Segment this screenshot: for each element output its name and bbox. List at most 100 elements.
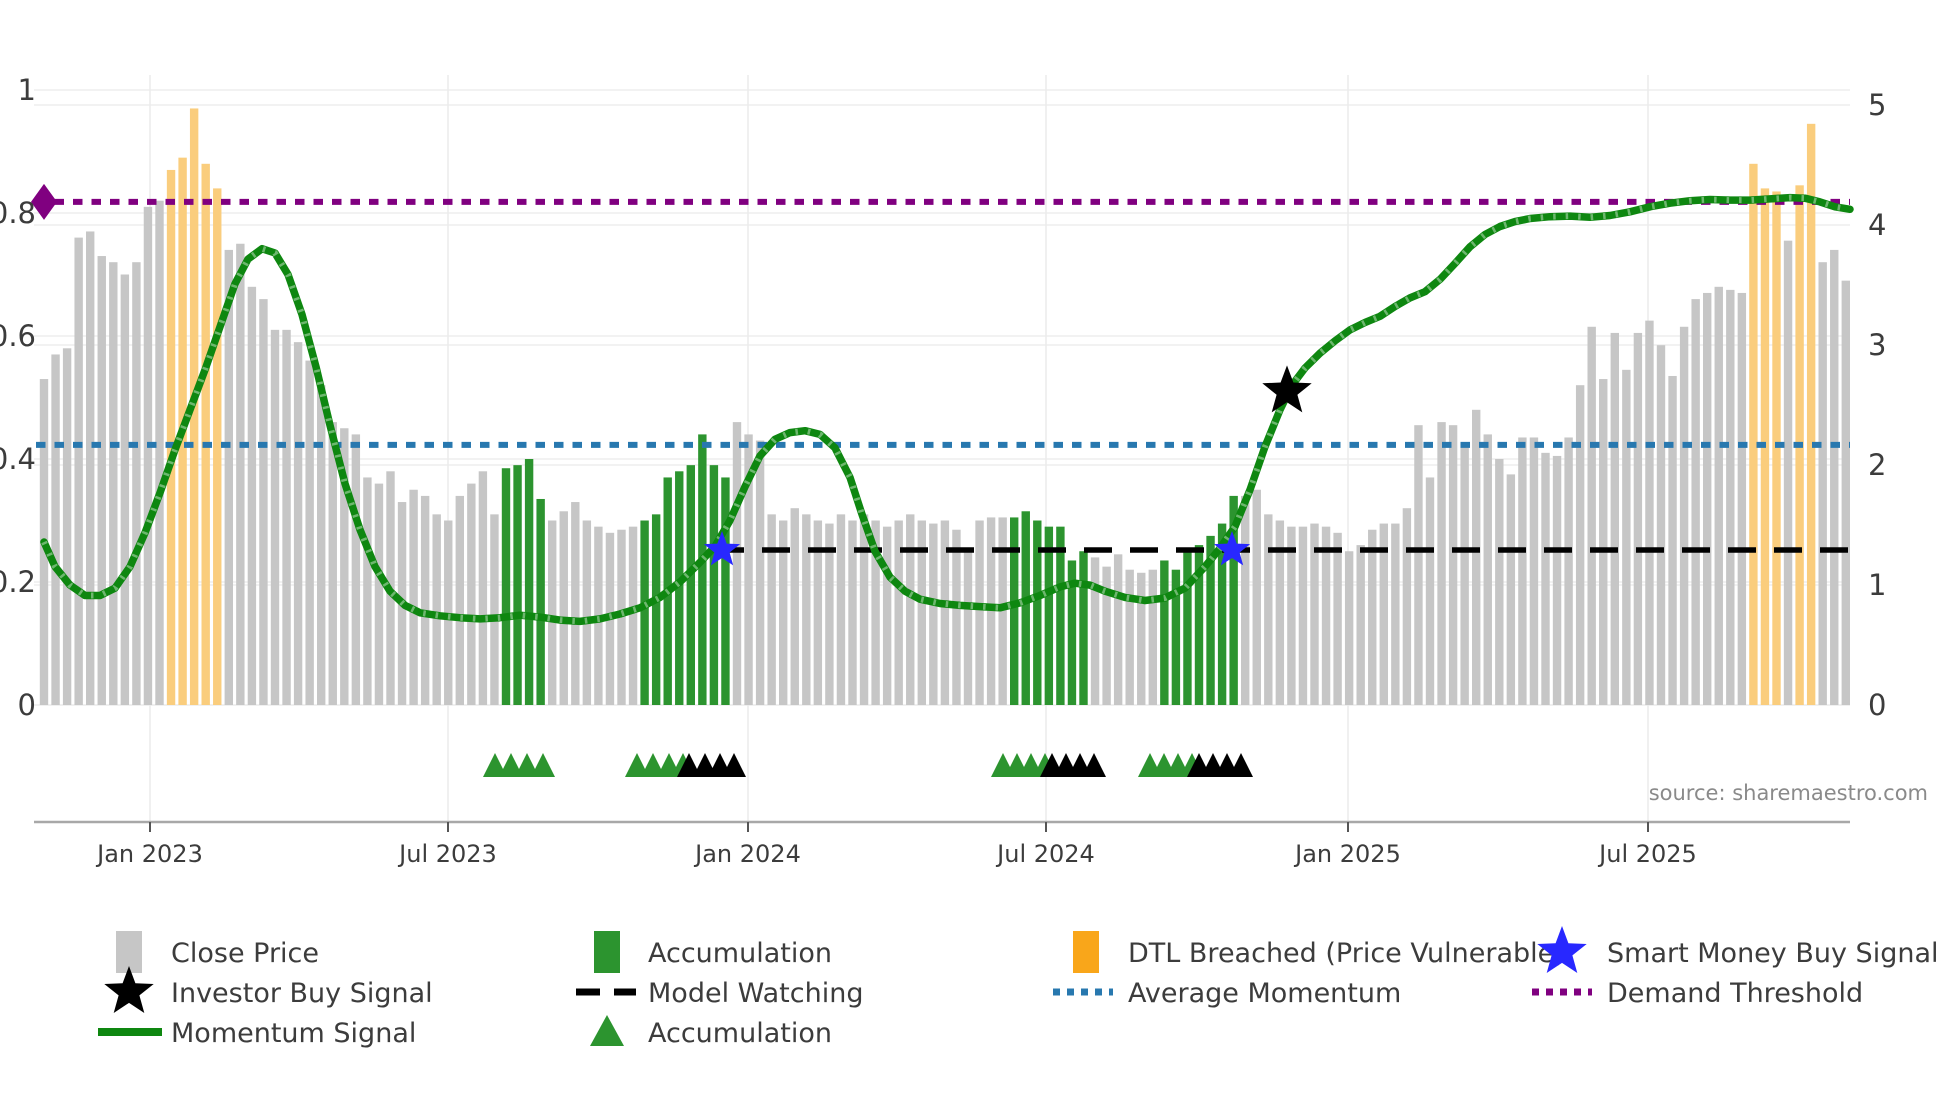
close-price-bar <box>1483 434 1492 705</box>
close-price-bar <box>97 256 106 705</box>
close-price-bar <box>1645 320 1654 705</box>
accumulation-bar <box>1183 548 1192 705</box>
close-price-bar <box>1622 369 1631 705</box>
accumulation-bar <box>640 520 649 705</box>
close-price-bar <box>363 477 372 705</box>
close-price-bar <box>859 514 869 705</box>
close-price-bar <box>1391 523 1400 705</box>
accumulation-triangle-marker <box>483 753 507 777</box>
close-price-bar <box>51 354 60 705</box>
close-price-bar <box>813 520 823 705</box>
close-price-bar <box>779 520 788 705</box>
close-price-bar <box>490 514 499 705</box>
smart-money-buy-star <box>1213 531 1251 566</box>
close-price-bar <box>120 274 130 705</box>
close-price-bar <box>802 514 811 705</box>
close-price-bar <box>952 529 961 705</box>
star-icon <box>1537 926 1587 973</box>
accumulation-bar <box>501 468 511 705</box>
triangle-icon <box>590 1015 624 1046</box>
close-price-bar <box>1529 437 1539 705</box>
demand-threshold-diamond-marker <box>31 183 57 220</box>
close-price-bar <box>1552 455 1562 705</box>
close-price-bar <box>455 495 464 705</box>
legend-label: Average Momentum <box>1128 978 1401 1009</box>
accumulation-bar <box>1079 551 1088 705</box>
close-price-bar <box>270 329 280 705</box>
close-price-bar <box>1321 526 1331 705</box>
left-axis-tick-label: 0 <box>18 688 36 722</box>
right-axis-tick-label: 1 <box>1868 568 1886 602</box>
close-price-bar <box>1275 520 1285 705</box>
accumulation-bar <box>1010 517 1019 705</box>
accumulation-bar <box>1160 560 1169 705</box>
black-triangle-marker <box>677 753 701 777</box>
accumulation_bar-swatch-icon <box>594 931 620 973</box>
dtl-breached-bar <box>1772 191 1781 706</box>
x-axis-tick-label: Jul 2024 <box>995 840 1095 868</box>
momentum-signal-path <box>40 193 1854 626</box>
legend-label: Close Price <box>171 938 319 969</box>
legend-label: Momentum Signal <box>171 1018 416 1049</box>
close-price-bar <box>478 471 488 705</box>
close-price-bar <box>1425 477 1435 705</box>
legend-item: Close Price <box>116 931 319 973</box>
legend-label: Demand Threshold <box>1607 978 1863 1009</box>
accumulation-bar <box>721 477 730 705</box>
close-price-bar <box>1541 452 1550 705</box>
close-price-bar <box>825 523 834 705</box>
close-price-bar <box>906 514 915 705</box>
legend-item: Smart Money Buy Signal <box>1537 926 1939 973</box>
dtl-breached-bar <box>213 188 222 705</box>
left-axis-tick-label: 0.6 <box>0 319 36 353</box>
accumulation-bar <box>698 434 707 705</box>
accumulation-triangle-marker <box>499 753 523 777</box>
close-price-bar <box>871 520 880 705</box>
close-price-bar <box>259 299 268 705</box>
close-price-bar <box>432 514 441 705</box>
close-price-bar <box>744 434 753 705</box>
accumulation-bar <box>1171 569 1181 705</box>
close-price-bar <box>143 206 153 705</box>
close-price-bar <box>1737 292 1747 705</box>
close-price-bar <box>1344 551 1354 705</box>
close-price-bar <box>548 520 557 705</box>
close-price-bar <box>1125 569 1134 705</box>
close-price-bar <box>1495 459 1504 705</box>
close-price-bar <box>1368 529 1377 705</box>
close-price-bar <box>1137 572 1146 705</box>
close-price-bar <box>755 440 765 705</box>
dtl-breached-bar <box>201 163 210 706</box>
accumulation-bar <box>513 465 522 705</box>
close-price-bar <box>998 517 1007 705</box>
close-price-bar <box>790 508 799 705</box>
black-triangle-marker <box>722 753 746 777</box>
close-price-bar <box>1679 326 1689 705</box>
legend-label: Model Watching <box>648 978 863 1009</box>
close-price-bar <box>1356 545 1365 705</box>
close-price-bar <box>1668 375 1677 705</box>
close-price-bar <box>1564 437 1573 705</box>
close-price-bar <box>1841 280 1850 705</box>
legend-label: DTL Breached (Price Vulnerable) <box>1128 938 1565 969</box>
close-price-bar <box>282 329 291 705</box>
close-price-bar <box>1783 240 1793 706</box>
close-price-bar <box>1241 495 1250 705</box>
accumulation-bar <box>1033 520 1042 705</box>
accumulation-bar <box>709 465 719 705</box>
accumulation-bar <box>686 465 695 705</box>
legend-label: Accumulation <box>648 938 832 969</box>
close-price-bar <box>882 526 892 705</box>
accumulation-bar <box>1056 526 1065 705</box>
accumulation-bar <box>1067 560 1077 705</box>
legend: Close Price Investor Buy Signal Momentum S… <box>98 926 1939 1049</box>
accumulation-bar <box>1217 523 1227 705</box>
close-price-bar <box>963 551 973 705</box>
accumulation-bar <box>524 459 534 705</box>
legend-label: Accumulation <box>648 1018 832 1049</box>
close-price-bar <box>628 526 638 705</box>
close-price-bar <box>975 520 984 705</box>
accumulation-triangle-marker <box>625 753 649 777</box>
right-axis-tick-label: 2 <box>1868 448 1886 482</box>
